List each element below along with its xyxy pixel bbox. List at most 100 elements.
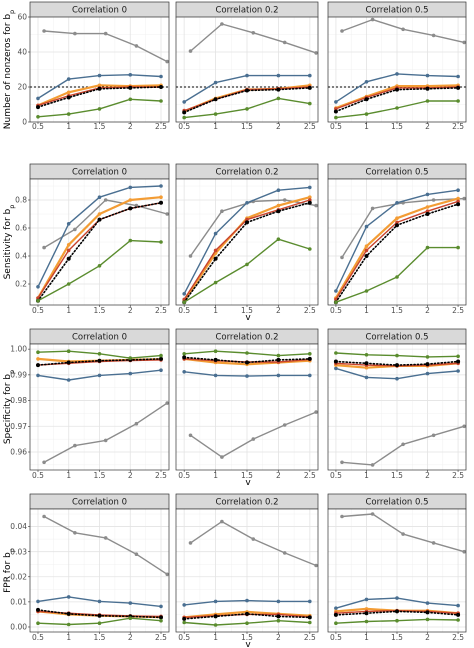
data-point — [425, 601, 430, 605]
series-green — [334, 351, 460, 359]
data-point — [66, 595, 71, 599]
panel-title: Correlation 0.2 — [215, 168, 278, 178]
data-point — [333, 109, 338, 114]
series-black — [333, 85, 461, 114]
data-point — [395, 609, 399, 614]
series-grey — [188, 519, 318, 568]
data-point — [425, 212, 430, 216]
data-point — [431, 33, 436, 38]
data-point — [456, 618, 460, 622]
data-point — [425, 610, 430, 615]
data-point — [220, 455, 224, 459]
x-tick-label: 2.5 — [304, 471, 316, 480]
panel-2-2: Correlation 0.2 0.5 1 1.5 2 2.5 — [175, 163, 319, 315]
data-point — [307, 200, 312, 205]
series-grey — [188, 410, 318, 459]
data-point — [36, 296, 40, 300]
panel-3-2: Correlation 0.2 0.5 1 1.5 2 2.5 — [175, 328, 319, 480]
series-grey — [42, 29, 169, 64]
data-point — [340, 255, 344, 260]
data-point — [73, 443, 77, 448]
panel-4-3: Correlation 0.5 0.5 1 1.5 2 2.5 — [327, 493, 467, 642]
data-point — [334, 297, 338, 302]
data-point — [245, 598, 249, 603]
data-point — [128, 601, 133, 605]
y-tick-label: 0.02 — [10, 572, 27, 581]
x-tick-label: 0.5 — [330, 633, 342, 642]
data-point — [395, 363, 399, 368]
data-point — [276, 357, 281, 362]
data-point — [251, 31, 256, 35]
data-point — [97, 217, 102, 222]
x-tick-label: 2 — [128, 633, 133, 642]
data-point — [66, 90, 71, 95]
x-tick-label: 2.5 — [304, 122, 316, 131]
data-point — [340, 460, 344, 465]
data-point — [395, 87, 399, 92]
data-point — [159, 368, 163, 373]
data-point — [128, 371, 133, 376]
y-tick-label: 0.4 — [15, 252, 27, 261]
x-tick-label: 2 — [276, 122, 281, 131]
data-point — [188, 541, 193, 545]
x-tick-label: 0.5 — [32, 471, 44, 480]
data-point — [245, 262, 249, 267]
series-grey — [42, 198, 169, 250]
data-point — [165, 212, 169, 216]
data-point — [36, 115, 40, 119]
panel-title: Correlation 0 — [72, 333, 127, 343]
x-tick-label: 2.5 — [304, 306, 316, 315]
x-tick-label: 1.5 — [94, 122, 106, 131]
data-point — [36, 285, 40, 289]
data-point — [462, 196, 467, 201]
data-point — [395, 376, 399, 381]
panel-2-3: Correlation 0.5 0.5 1 1.5 2 2.5 — [327, 163, 467, 315]
series-green — [182, 618, 312, 627]
data-point — [401, 532, 405, 536]
x-tick-label: 1 — [213, 633, 218, 642]
data-point — [431, 198, 436, 202]
data-point — [159, 184, 163, 188]
data-point — [334, 300, 338, 305]
series-black — [333, 609, 461, 617]
data-point — [134, 552, 139, 556]
data-point — [128, 97, 133, 102]
x-tick-label: 1.5 — [94, 306, 106, 315]
data-point — [73, 227, 77, 232]
data-point — [188, 433, 193, 438]
y-tick-label: 0.96 — [10, 448, 27, 457]
data-point — [364, 254, 369, 258]
data-point — [334, 366, 338, 371]
data-point — [128, 206, 133, 211]
row-2: Sensitivity for bp0.20.40.60.8vCorrelati… — [3, 163, 467, 323]
data-point — [220, 209, 224, 213]
data-point — [159, 240, 163, 244]
panel-title: Correlation 0 — [72, 498, 127, 508]
data-point — [425, 192, 430, 197]
data-point — [165, 59, 169, 64]
data-point — [334, 606, 338, 610]
x-tick-label: 1 — [66, 633, 71, 642]
x-tick-label: 1 — [364, 122, 369, 131]
data-point — [307, 615, 312, 620]
data-point — [308, 247, 312, 251]
data-point — [213, 614, 218, 619]
panel-title: Correlation 0.2 — [215, 333, 278, 343]
data-point — [134, 421, 139, 426]
data-point — [276, 96, 281, 101]
x-axis-title: v — [245, 313, 251, 323]
data-point — [334, 100, 338, 104]
data-point — [97, 358, 102, 363]
data-point — [395, 216, 399, 220]
data-point — [314, 563, 318, 568]
y-axis-title: FPR for bp — [3, 548, 16, 593]
row-1: Number of nonzeros for bp0204060Correlat… — [3, 1, 467, 131]
data-point — [456, 202, 461, 207]
data-point — [182, 297, 186, 302]
panel-title: Correlation 0.5 — [365, 498, 428, 508]
series-grey — [188, 22, 318, 55]
data-point — [395, 201, 399, 205]
y-tick-label: 40 — [17, 48, 27, 57]
data-point — [334, 351, 338, 355]
data-point — [73, 531, 77, 535]
